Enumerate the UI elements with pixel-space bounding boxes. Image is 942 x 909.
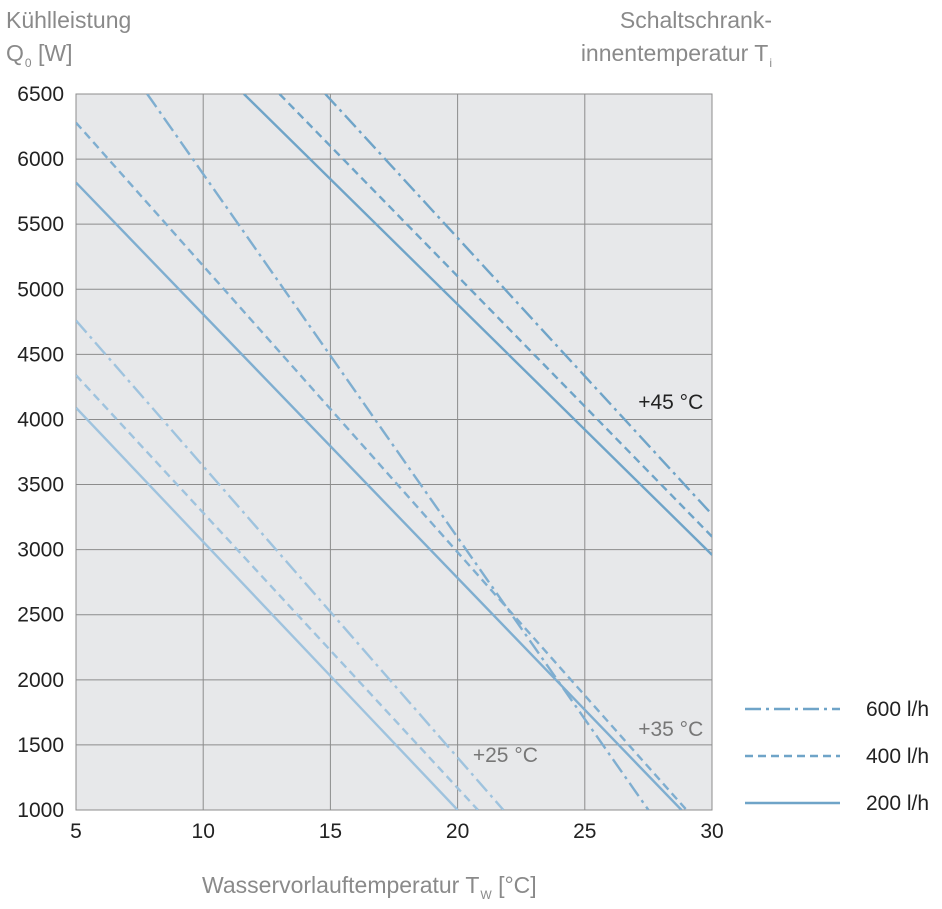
temperature-label-line2: innentemperatur Ti: [581, 37, 772, 74]
x-tick-label: 5: [70, 820, 82, 843]
legend-label: 400 l/h: [866, 745, 929, 768]
x-tick-label: 20: [446, 820, 469, 843]
x-axis-subscript: W: [480, 888, 492, 902]
x-tick-label: 15: [319, 820, 342, 843]
series-line-25c-200lh: [76, 406, 459, 810]
temperature-label-text: innentemperatur T: [580, 40, 769, 66]
y-axis-label: Kühlleistung Q0 [W]: [6, 4, 131, 74]
series-line-45c-200lh: [243, 94, 712, 556]
temperature-label-subscript: i: [769, 56, 772, 70]
tick-labels: 1000 1500 2000 2500 3000 3500 4000 4500 5000 5500…: [17, 83, 723, 843]
y-axis-subscript: 0: [24, 56, 32, 70]
y-axis-unit: [W]: [31, 40, 73, 66]
y-tick-label: 3500: [17, 474, 64, 497]
x-axis-unit: [°C]: [491, 872, 537, 898]
y-axis-label-line2: Q0 [W]: [6, 37, 131, 74]
y-axis-symbol: Q: [6, 40, 24, 66]
temperature-label: Schaltschrank- innentemperatur Ti: [581, 4, 772, 74]
y-axis-label-line1: Kühlleistung: [6, 7, 132, 33]
temperature-annotations: +45 °C +35 °C +25 °C: [473, 391, 703, 767]
series-line-45c-600lh: [324, 94, 712, 516]
y-tick-label: 6000: [17, 148, 64, 171]
y-tick-label: 4000: [17, 408, 64, 431]
x-axis-label: Wasservorlauftemperatur TW [°C]: [202, 872, 537, 902]
series-line-25c-600lh: [76, 319, 505, 810]
series-line-35c-400lh: [76, 121, 688, 810]
series-line-35c-200lh: [76, 181, 683, 810]
y-tick-label: 2500: [17, 604, 64, 627]
temperature-annotation: +35 °C: [638, 718, 703, 741]
y-tick-label: 5500: [17, 213, 64, 236]
y-tick-label: 6500: [17, 83, 64, 106]
grid-lines: [75, 93, 713, 811]
series-line-25c-400lh: [76, 374, 479, 810]
x-tick-label: 10: [192, 820, 215, 843]
temperature-annotation: +25 °C: [473, 744, 538, 767]
y-tick-label: 5000: [17, 278, 64, 301]
x-axis-label-text: Wasservorlauftemperatur T: [202, 872, 480, 898]
y-tick-label: 1500: [17, 734, 64, 757]
y-tick-label: 3000: [17, 539, 64, 562]
legend: 600 l/h 400 l/h 200 l/h: [745, 698, 929, 815]
plot-background: [75, 93, 713, 811]
x-tick-label: 30: [700, 820, 723, 843]
series-lines: [76, 94, 712, 810]
y-tick-label: 1000: [17, 799, 64, 822]
legend-label: 600 l/h: [866, 698, 929, 721]
temperature-annotation: +45 °C: [638, 391, 703, 414]
legend-label: 200 l/h: [866, 792, 929, 815]
y-tick-label: 4500: [17, 343, 64, 366]
temperature-label-line1: Schaltschrank-: [619, 7, 772, 33]
y-tick-label: 2000: [17, 669, 64, 692]
x-tick-label: 25: [573, 820, 596, 843]
